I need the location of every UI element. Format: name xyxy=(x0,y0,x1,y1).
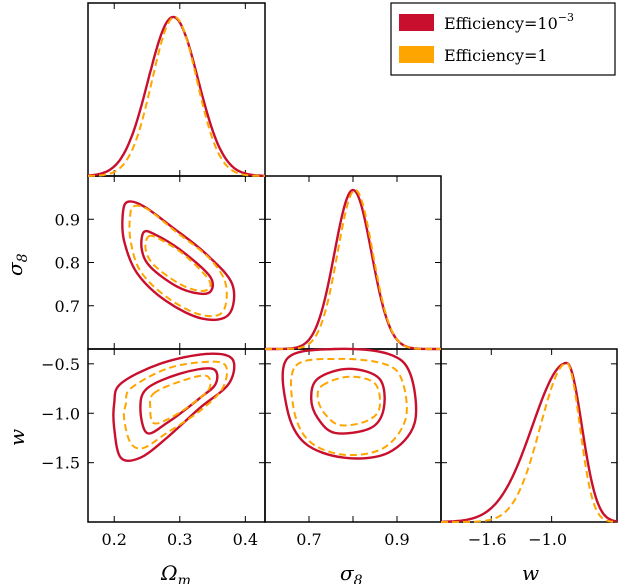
legend-label-low: Efficiency=10−3 xyxy=(444,11,574,33)
legend: Efficiency=10−3 Efficiency=1 xyxy=(391,3,615,75)
series-efficiency-high-omega-m-marginal xyxy=(88,17,265,176)
tick-label-w-x: −1.0 xyxy=(528,530,567,549)
series-efficiency-low-contour-w-sigma8 xyxy=(283,349,416,459)
series-efficiency-low-sigma8-marginal xyxy=(265,190,441,349)
tick-label-w-y: −1.5 xyxy=(41,454,80,473)
tick-label-sigma8-x: 0.9 xyxy=(384,530,409,549)
series-efficiency-high-contour-w-sigma8 xyxy=(318,377,380,426)
series-efficiency-low-omega-m-marginal xyxy=(88,17,265,176)
xlabel-omega-m: Ωm xyxy=(160,561,191,584)
series-efficiency-low-w-marginal xyxy=(441,363,617,522)
series-efficiency-high-sigma8-marginal xyxy=(265,190,441,349)
series-efficiency-low-contour-w-omega-m xyxy=(140,368,217,433)
tick-label-w-y: −0.5 xyxy=(41,355,80,374)
tick-label-omega-m: 0.4 xyxy=(233,530,258,549)
xlabel-sigma8: σ8 xyxy=(340,561,363,584)
panel-frames xyxy=(88,3,617,522)
tick-label-sigma8-y: 0.8 xyxy=(55,254,80,273)
series-efficiency-low-contour-sigma8-omega-m xyxy=(122,201,234,319)
panel-omega-m-hist xyxy=(88,3,265,176)
ylabel-w: w xyxy=(5,429,29,446)
legend-swatch-high xyxy=(399,46,434,63)
data-curves xyxy=(88,17,617,522)
series-efficiency-high-contour-w-sigma8 xyxy=(291,359,407,455)
tick-label-sigma8-x: 0.7 xyxy=(296,530,321,549)
series-efficiency-high-contour-w-omega-m xyxy=(150,375,210,423)
series-efficiency-high-w-marginal xyxy=(441,363,617,522)
panel-sigma8-vs-omega-m xyxy=(88,176,265,349)
tick-label-w-y: −1.0 xyxy=(41,404,80,423)
tick-labels: 0.2 0.3 0.4 0.7 0.9 −1.6 −1.0 0.7 0.8 0.9 −1.5 −1.0… xyxy=(41,210,567,549)
series-efficiency-low-contour-w-sigma8 xyxy=(311,369,384,434)
series-efficiency-high-contour-sigma8-omega-m xyxy=(145,236,210,291)
tick-label-sigma8-y: 0.9 xyxy=(55,210,80,229)
legend-swatch-low xyxy=(399,14,434,31)
tick-label-omega-m: 0.2 xyxy=(101,530,126,549)
xlabel-w: w xyxy=(522,561,539,584)
legend-label-high: Efficiency=1 xyxy=(444,46,548,65)
tick-label-sigma8-y: 0.7 xyxy=(55,297,80,316)
panel-sigma8-hist xyxy=(265,176,441,349)
axis-ticks xyxy=(88,3,617,522)
ylabel-sigma8: σ8 xyxy=(3,253,31,276)
tick-label-omega-m: 0.3 xyxy=(167,530,192,549)
tick-label-w-x: −1.6 xyxy=(468,530,507,549)
